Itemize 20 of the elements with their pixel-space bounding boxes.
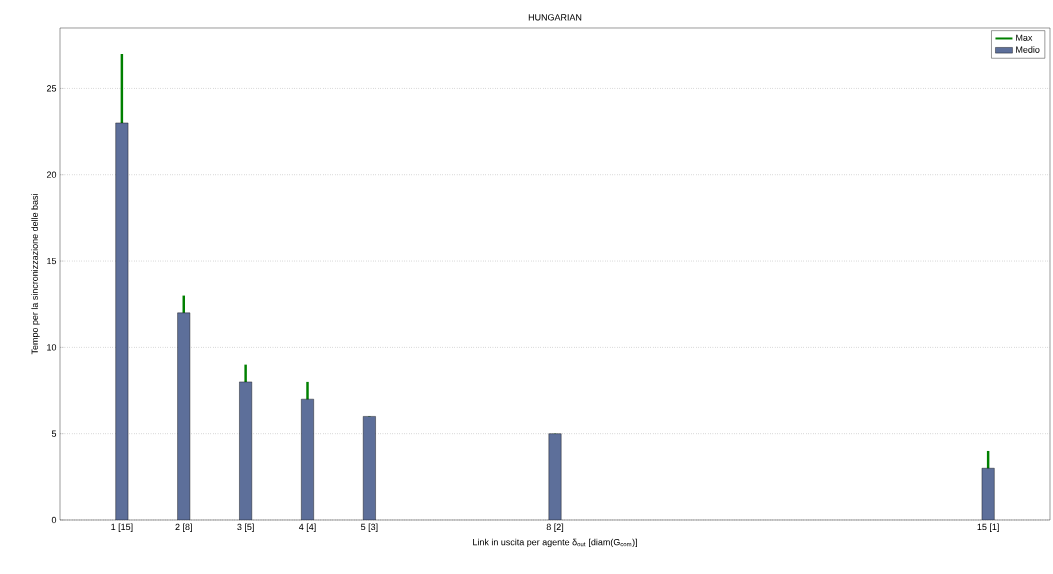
y-tick-label: 15	[47, 257, 57, 265]
y-tick-label: 5	[51, 430, 57, 437]
y-tick-label: 10	[47, 344, 57, 351]
x-tick-label: 5 [3]	[361, 523, 378, 532]
legend-label: Medio	[1016, 46, 1040, 53]
y-tick-label: 0	[51, 516, 57, 524]
bar	[363, 416, 376, 520]
legend-label: Max	[1016, 34, 1033, 41]
y-axis-title: Tempo per la sincronizzazione delle basi	[31, 194, 40, 355]
x-axis-title: Link in uscita per agente δ$_{out}$ [diam(G$_{com}$)]	[473, 538, 637, 548]
x-tick-label: 3 [5]	[237, 523, 254, 532]
chart-title: HUNGARIAN	[528, 14, 582, 21]
bar	[548, 433, 562, 520]
x-tick-label: 4 [4]	[298, 523, 316, 532]
x-tick-label: 15 [1]	[977, 523, 999, 532]
x-tick-label: 8 [2]	[546, 523, 564, 532]
y-tick-label: 25	[46, 85, 57, 92]
y-tick-label: 20	[46, 171, 57, 178]
x-tick-label: 1 [15]	[111, 523, 133, 532]
x-tick-label: 2 [8]	[175, 523, 192, 532]
